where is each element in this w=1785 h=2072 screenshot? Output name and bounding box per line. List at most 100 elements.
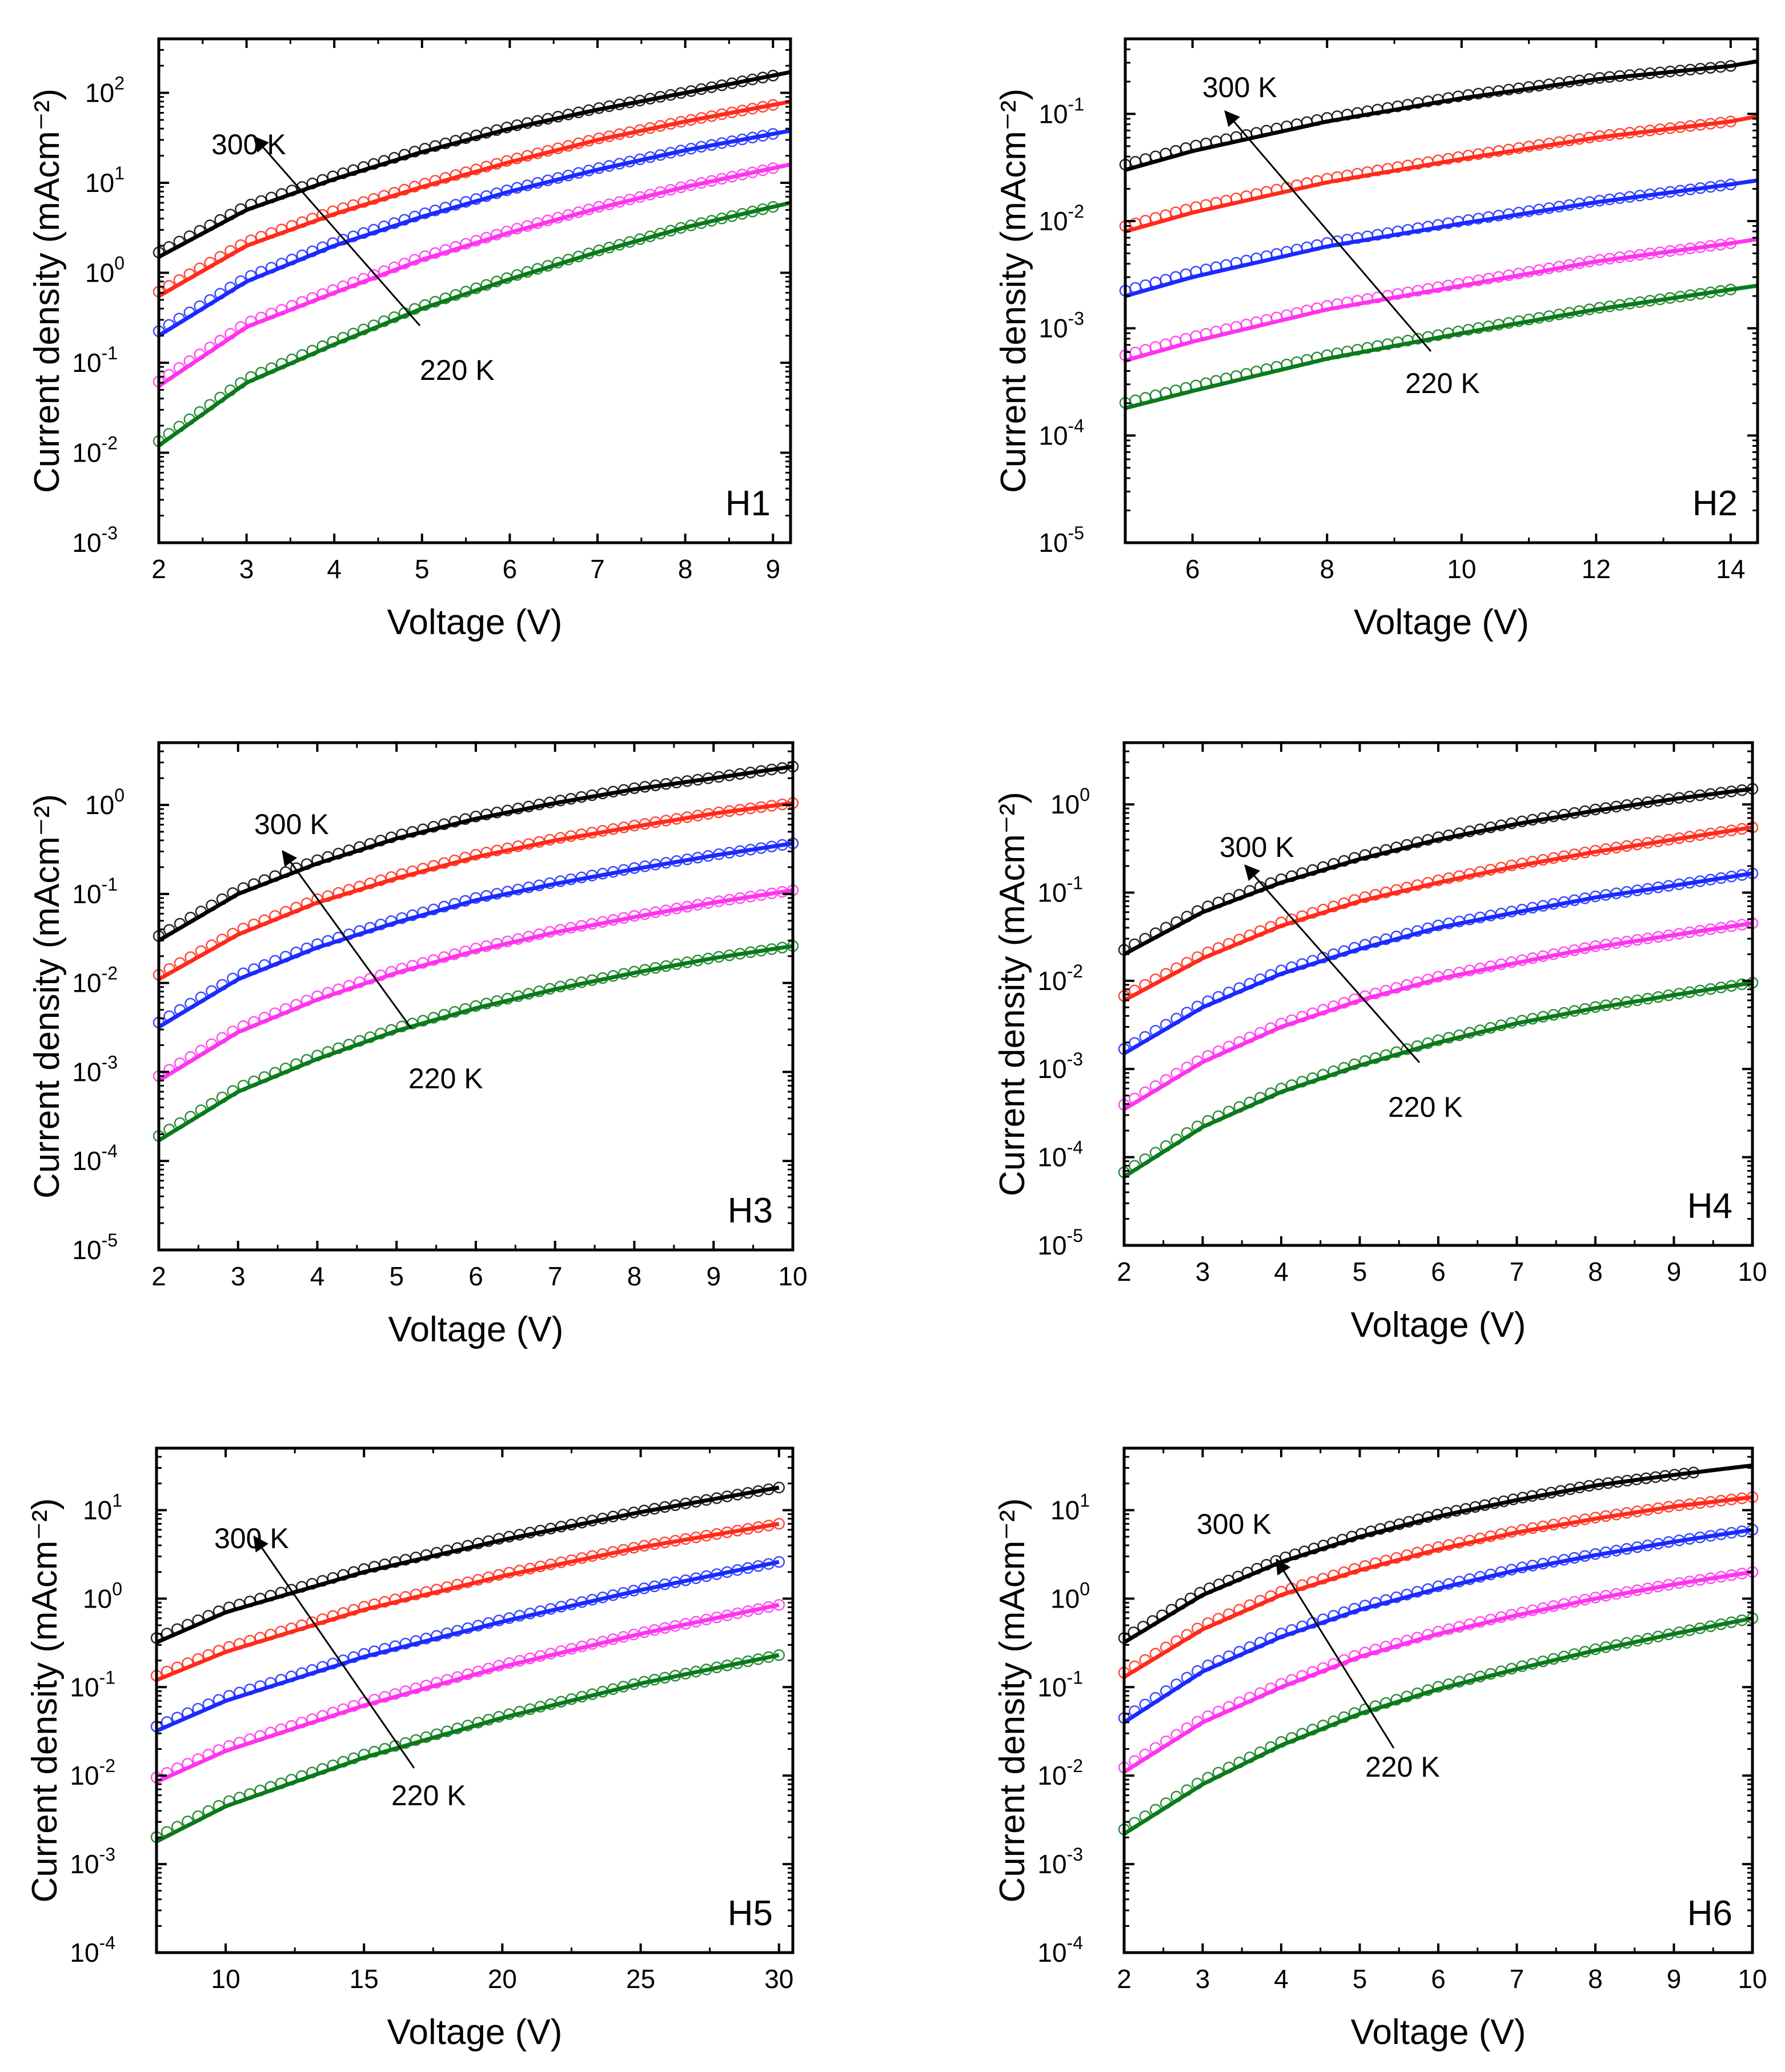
series-240k [150, 1599, 785, 1784]
x-tick-label: 6 [503, 554, 518, 584]
label-220k: 220 K [391, 1780, 466, 1812]
panel-label: H5 [728, 1894, 773, 1933]
fit-line [1123, 1570, 1753, 1774]
chart-panel-h6: 2 3 4 5 6 7 8 9 10 10-4 10-3 10-2 10-1 100 101 Voltage … [993, 1446, 1767, 2052]
series-280k [153, 797, 799, 981]
x-tick-label: 8 [678, 554, 693, 584]
y-tick-label: 10-3 [72, 1052, 118, 1087]
series-300k [1118, 1463, 1753, 1645]
x-axis-label: Voltage (V) [1351, 2013, 1526, 2052]
fit-line [1123, 1528, 1753, 1724]
series-220k [153, 940, 799, 1143]
temperature-arrow [253, 1535, 415, 1769]
fit-line [1123, 1495, 1753, 1679]
y-tick-label: 100 [85, 785, 125, 820]
x-tick-label: 8 [1588, 1257, 1603, 1287]
series-260k [153, 128, 791, 338]
x-tick-label: 4 [327, 554, 342, 584]
y-axis-label: Current density (mAcm⁻²) [994, 89, 1033, 493]
x-axis-label: Voltage (V) [1351, 1305, 1526, 1345]
label-300k: 300 K [214, 1522, 289, 1554]
y-tick-label: 101 [85, 163, 125, 198]
fit-line [158, 944, 793, 1143]
y-tick-label: 10-2 [72, 963, 118, 998]
y-tick-label: 100 [85, 253, 125, 288]
chart-panel-h2: 6 8 10 12 14 10-5 10-4 10-3 10-2 10-1 Voltage (V) C… [994, 37, 1759, 642]
y-tick-label: 10-5 [72, 1230, 118, 1265]
label-300k: 300 K [1202, 71, 1277, 103]
x-tick-label: 2 [151, 1261, 166, 1291]
x-tick-label: 9 [1667, 1964, 1682, 1994]
panel-label: H4 [1687, 1187, 1732, 1226]
y-tick-label: 10-2 [1037, 1756, 1083, 1790]
y-axis-label: Current density (mAcm⁻²) [993, 792, 1032, 1196]
x-tick-label: 20 [488, 1964, 517, 1994]
y-tick-label: 10-4 [1037, 1933, 1083, 1967]
x-tick-label: 3 [1196, 1257, 1210, 1287]
y-axis-label: Current density (mAcm⁻²) [27, 89, 67, 493]
series-220k [150, 1649, 785, 1843]
temperature-arrow [1224, 110, 1432, 352]
fit-line [158, 841, 793, 1029]
series-280k [1118, 1491, 1759, 1679]
y-tick-label: 10-2 [70, 1756, 115, 1790]
fit-line [155, 1560, 780, 1733]
y-tick-label: 10-3 [1037, 1844, 1083, 1879]
series-300k [1118, 783, 1759, 956]
series-220k [1119, 283, 1758, 410]
x-tick-label: 10 [1447, 554, 1476, 584]
temperature-arrow [1275, 1558, 1395, 1749]
fit-line [158, 888, 793, 1083]
fit-line [1123, 980, 1753, 1179]
x-tick-label: 2 [1117, 1964, 1132, 1994]
fit-line [1123, 921, 1753, 1111]
x-tick-label: 3 [231, 1261, 246, 1291]
series-220k [1118, 1612, 1759, 1835]
y-tick-label: 100 [83, 1578, 122, 1613]
fit-line [158, 801, 793, 981]
y-tick-label: 10-4 [72, 1141, 118, 1176]
x-tick-label: 6 [1431, 1257, 1446, 1287]
fit-line [158, 162, 791, 388]
fit-line [157, 201, 791, 447]
y-tick-label: 10-1 [72, 343, 118, 378]
series-280k [150, 1518, 785, 1682]
x-tick-label: 7 [548, 1261, 563, 1291]
fit-line [155, 1485, 780, 1645]
fit-line [1123, 1463, 1753, 1645]
fit-line [158, 99, 791, 298]
x-tick-label: 2 [1117, 1257, 1132, 1287]
label-300k: 300 K [211, 129, 286, 161]
y-tick-label: 100 [1050, 1578, 1090, 1613]
fit-line [158, 764, 793, 943]
x-tick-label: 10 [1738, 1964, 1767, 1994]
y-axis-label: Current density (mAcm⁻²) [993, 1498, 1032, 1903]
temperature-arrow [1244, 864, 1421, 1063]
fit-line [1125, 178, 1758, 298]
y-tick-label: 10-3 [1037, 1049, 1083, 1084]
x-tick-label: 9 [706, 1261, 721, 1291]
fit-line [158, 70, 791, 259]
y-tick-label: 10-2 [72, 433, 118, 468]
x-tick-label: 30 [764, 1964, 793, 1994]
label-300k: 300 K [1220, 831, 1294, 863]
fit-line [1123, 871, 1753, 1056]
x-tick-label: 15 [350, 1964, 379, 1994]
label-220k: 220 K [1405, 367, 1480, 399]
x-tick-label: 5 [1353, 1964, 1367, 1994]
series-220k [153, 201, 791, 447]
y-tick-label: 10-1 [1037, 872, 1083, 907]
y-tick-label: 10-5 [1037, 1225, 1083, 1260]
x-tick-label: 2 [151, 554, 166, 584]
x-tick-label: 5 [389, 1261, 404, 1291]
x-tick-label: 5 [1353, 1257, 1367, 1287]
x-tick-label: 14 [1716, 554, 1745, 584]
x-tick-label: 6 [1185, 554, 1200, 584]
plot-frame [1122, 741, 1754, 1247]
fit-line [155, 1602, 780, 1784]
series-260k [1118, 1524, 1759, 1724]
x-tick-label: 10 [1738, 1257, 1767, 1287]
fit-line [1125, 114, 1758, 234]
y-tick-label: 10-3 [1038, 308, 1084, 343]
